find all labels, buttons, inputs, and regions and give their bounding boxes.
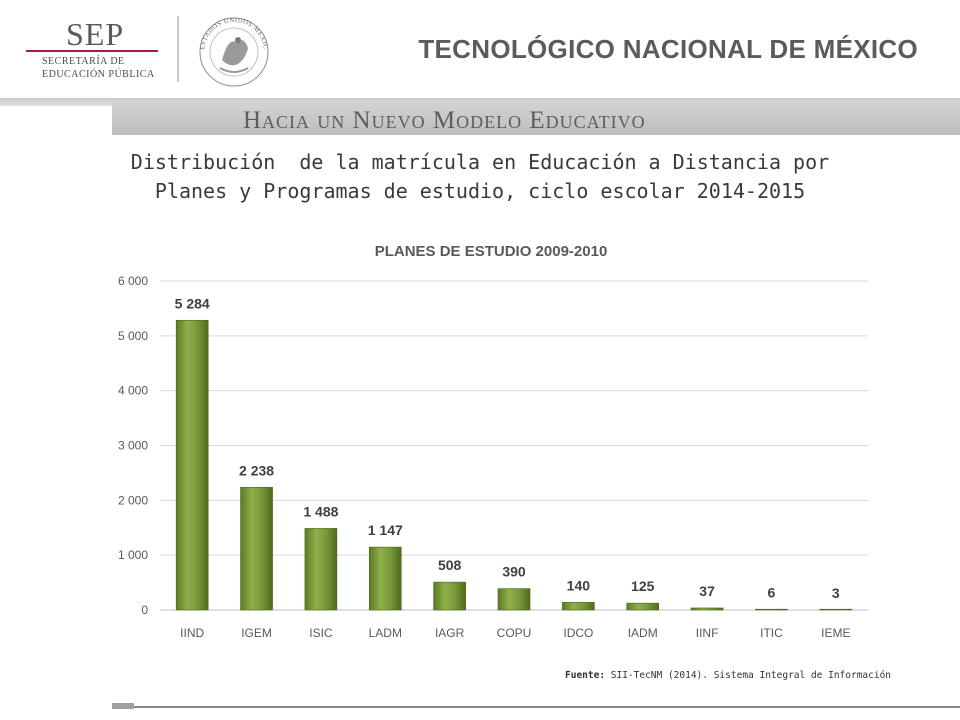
sep-logo-subtitle-1: SECRETARÍA DE <box>42 56 125 67</box>
bar <box>562 602 595 611</box>
y-tick-label: 4 000 <box>118 384 148 398</box>
chart-title: PLANES DE ESTUDIO 2009-2010 <box>375 243 608 260</box>
y-tick-label: 6 000 <box>118 274 148 288</box>
y-axis: 0 1 000 2 000 3 000 4 000 5 000 6 000 <box>118 274 148 617</box>
data-label: 37 <box>699 583 715 599</box>
x-tick-label: IDCO <box>563 626 593 640</box>
mexico-seal-icon: ESTADOS UNIDOS MEXICANOS <box>192 12 269 87</box>
y-tick-label: 3 000 <box>118 439 148 453</box>
data-label: 6 <box>768 585 776 601</box>
y-tick-label: 0 <box>141 603 148 617</box>
source-text: SII-TecNM (2014). Sistema Integral de In… <box>605 670 892 681</box>
footer-line <box>112 706 960 708</box>
y-tick-label: 5 000 <box>118 329 148 343</box>
data-label: 125 <box>631 578 655 594</box>
data-label: 1 147 <box>368 522 403 538</box>
bar <box>175 319 209 611</box>
bar <box>433 581 466 611</box>
sep-logo-title: SEP <box>66 16 125 52</box>
x-tick-label: IINF <box>696 626 719 640</box>
title-band <box>112 102 960 135</box>
bar <box>626 602 660 611</box>
data-label: 3 <box>832 585 840 601</box>
bar <box>240 486 273 611</box>
data-label: 5 284 <box>175 295 210 311</box>
data-label: 390 <box>502 564 526 580</box>
data-label: 140 <box>567 577 591 593</box>
footer-mark <box>112 703 134 709</box>
bar <box>755 608 788 611</box>
x-tick-label: IGEM <box>241 626 272 640</box>
y-tick-label: 1 000 <box>118 548 148 562</box>
bar <box>304 528 338 611</box>
source-label: Fuente: <box>565 670 606 681</box>
logo-divider <box>177 16 179 82</box>
x-tick-label: COPU <box>497 626 532 640</box>
x-tick-label: ITIC <box>760 626 783 640</box>
bar <box>497 588 531 611</box>
bar <box>368 546 402 611</box>
bars <box>175 319 853 611</box>
band-text: Hacia un Nuevo Modelo Educativo <box>243 107 646 134</box>
y-tick-label: 2 000 <box>118 493 148 507</box>
x-tick-label: IEME <box>821 626 850 640</box>
x-tick-label: LADM <box>369 626 402 640</box>
slide-title-line-2: Planes y Programas de estudio, ciclo esc… <box>154 179 806 203</box>
x-tick-label: IIND <box>180 626 204 640</box>
slide-title: Distribución de la matrícula en Educació… <box>0 148 960 206</box>
sep-logo-subtitle-2: EDUCACIÓN PÚBLICA <box>42 69 155 80</box>
data-label: 508 <box>438 557 462 573</box>
source-note: Fuente: SII-TecNM (2014). Sistema Integr… <box>565 669 905 683</box>
x-axis: IIND IGEM ISIC LADM IAGR COPU IDCO IADM IINF ITIC… <box>180 626 850 640</box>
x-tick-label: IADM <box>628 626 658 640</box>
data-label: 1 488 <box>303 503 338 519</box>
x-tick-label: ISIC <box>309 626 333 640</box>
institution-name: TECNOLÓGICO NACIONAL DE MÉXICO <box>418 34 918 64</box>
sep-logo: SEP SECRETARÍA DE EDUCACIÓN PÚBLICA <box>22 14 172 84</box>
bar <box>819 608 853 611</box>
x-tick-label: IAGR <box>435 626 465 640</box>
header: SEP SECRETARÍA DE EDUCACIÓN PÚBLICA ESTA… <box>0 0 960 98</box>
data-label: 2 238 <box>239 462 274 478</box>
data-labels: 5 284 2 238 1 488 1 147 508 390 140 125 37 6 3 <box>175 295 840 601</box>
bar-chart: PLANES DE ESTUDIO 2009-2010 0 1 000 2 000 3… <box>118 243 868 640</box>
slide-title-line-1: Distribución de la matrícula en Educació… <box>130 150 830 174</box>
chart-grid <box>160 280 868 611</box>
sep-logo-line <box>26 50 158 52</box>
bar <box>690 607 724 611</box>
